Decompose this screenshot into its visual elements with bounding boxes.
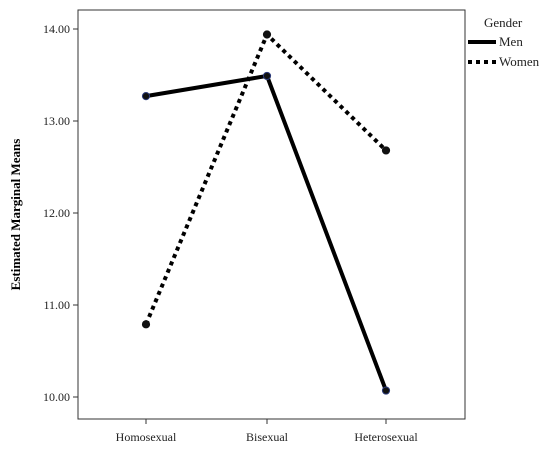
x-tick-label: Bisexual — [246, 430, 289, 444]
data-point-women — [141, 320, 151, 329]
y-axis-title: Estimated Marginal Means — [8, 139, 23, 291]
data-point-men — [381, 386, 391, 395]
data-point-men — [141, 92, 151, 101]
plot-area — [77, 9, 466, 420]
x-tick-label: Homosexual — [116, 430, 177, 444]
y-tick-label: 14.00 — [43, 22, 70, 36]
y-tick-label: 10.00 — [43, 390, 70, 404]
legend-label-men: Men — [499, 34, 523, 49]
y-tick-label: 13.00 — [43, 114, 70, 128]
data-point-women — [381, 146, 391, 155]
y-tick-label: 11.00 — [43, 298, 70, 312]
x-tick-label: Heterosexual — [354, 430, 418, 444]
legend-title: Gender — [484, 15, 523, 30]
y-tick-label: 12.00 — [43, 206, 70, 220]
legend-label-women: Women — [499, 54, 540, 69]
data-point-women — [262, 30, 272, 39]
data-point-men — [262, 71, 272, 81]
legend: Gender Men Women — [468, 15, 540, 69]
